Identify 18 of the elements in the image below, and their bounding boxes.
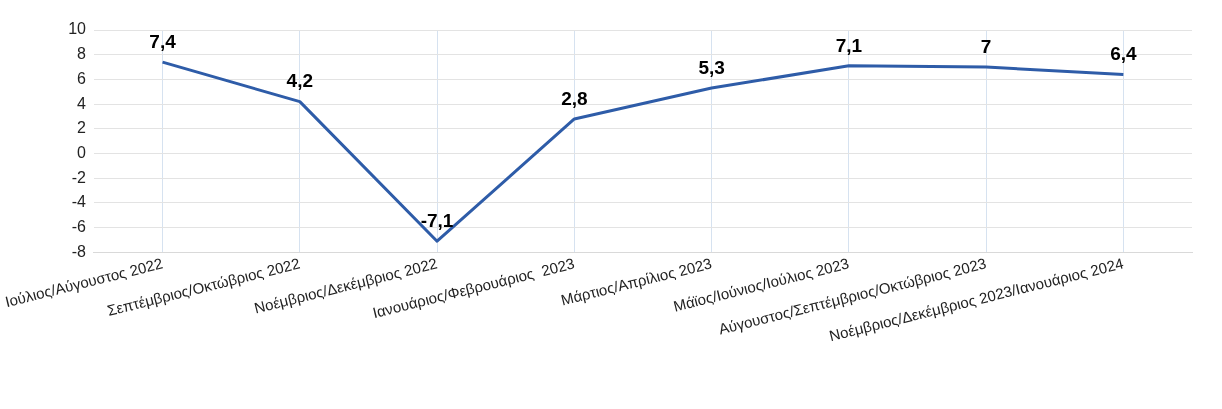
data-label: 5,3 <box>698 56 725 78</box>
y-tick-label: 4 <box>77 94 87 112</box>
y-tick-label: 6 <box>77 69 87 87</box>
data-label: -7,1 <box>420 209 454 231</box>
y-tick-label: -2 <box>71 168 87 186</box>
data-label: 2,8 <box>561 87 588 109</box>
y-tick-label: 2 <box>77 119 87 137</box>
data-label: 7,1 <box>835 34 863 56</box>
y-tick-label: 10 <box>68 20 87 38</box>
y-tick-label: -8 <box>71 242 87 260</box>
y-tick-label: 0 <box>77 143 87 161</box>
y-tick-label: -6 <box>71 218 87 236</box>
data-label: 7,4 <box>149 30 177 52</box>
data-label: 4,2 <box>286 70 314 92</box>
data-label: 6,4 <box>1110 43 1138 65</box>
y-tick-label: 8 <box>77 45 87 63</box>
data-label: 7 <box>980 35 992 57</box>
y-tick-label: -4 <box>71 193 87 211</box>
